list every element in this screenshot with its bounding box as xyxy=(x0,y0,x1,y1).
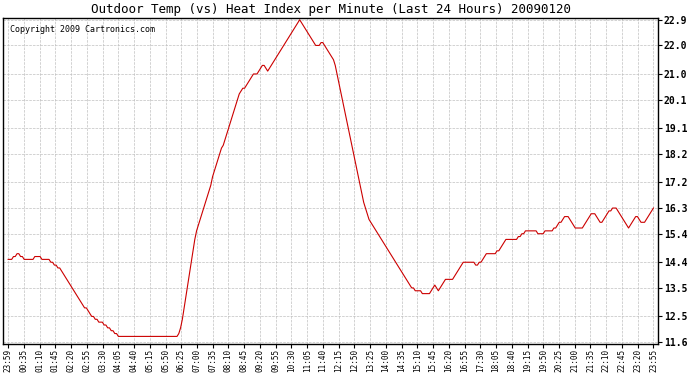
Title: Outdoor Temp (vs) Heat Index per Minute (Last 24 Hours) 20090120: Outdoor Temp (vs) Heat Index per Minute … xyxy=(91,3,571,16)
Text: Copyright 2009 Cartronics.com: Copyright 2009 Cartronics.com xyxy=(10,25,155,34)
